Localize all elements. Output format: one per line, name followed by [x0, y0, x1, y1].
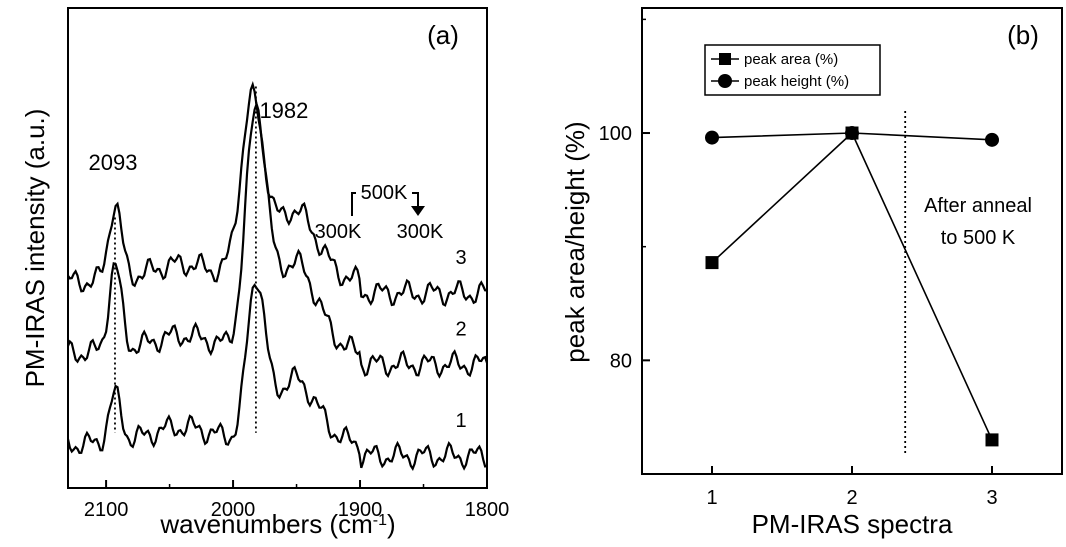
spectrum-label-1: 1 [455, 410, 466, 432]
panel-a-x-axis-label: wavenumbers (cm-1) [159, 509, 395, 539]
peak-label-2093: 2093 [89, 150, 138, 175]
panel-b: (b) 1 2 3 80 100 After anneal to 500 K peak … [560, 7, 1063, 539]
area-point-3 [985, 433, 999, 447]
inset-left-label: 300K [315, 221, 362, 243]
x-tick-label-1800: 1800 [465, 499, 510, 521]
panel-b-x-axis-label: PM-IRAS spectra [752, 509, 953, 539]
panel-a-x-ticks: 2100 2000 1900 1800 [84, 480, 509, 521]
panel-a-frame [67, 7, 488, 489]
inset-label-bg [356, 180, 412, 202]
x-tick-label-1900: 1900 [338, 499, 383, 521]
panel-a-peak-markers: 2093 1982 [89, 86, 308, 433]
spectrum-label-3: 3 [455, 247, 466, 269]
x-tick-label-3: 3 [986, 487, 997, 509]
temperature-inset: 500K 300K 300K [315, 180, 444, 243]
y-tick-label-100: 100 [599, 123, 632, 145]
spectrum-2 [66, 100, 489, 379]
panel-a-letter: (a) [427, 20, 459, 50]
panel-a-series: 1 2 3 [66, 81, 489, 471]
panel-a: (a) 2100 2000 1900 1800 1 2 3 2093 1982 500K 3… [20, 7, 509, 539]
height-point-1 [705, 130, 719, 145]
series-line-area [711, 131, 993, 441]
anneal-annotation: After anneal to 500 K [924, 195, 1032, 249]
legend-label-height: peak height (%) [744, 73, 849, 90]
x-tick-label-1: 1 [706, 487, 717, 509]
height-point-3 [985, 132, 999, 147]
legend-box [704, 44, 881, 96]
spectrum-3 [67, 81, 488, 307]
legend: peak area (%) peak height (%) [704, 44, 881, 96]
inset-arrowhead [411, 206, 425, 216]
legend-marker-square [719, 53, 731, 65]
area-point-1 [705, 256, 719, 270]
height-point-2 [845, 126, 859, 141]
legend-label-area: peak area (%) [744, 51, 838, 68]
inset-right-label: 300K [397, 221, 444, 243]
legend-marker-circle [718, 74, 732, 88]
panel-b-ticks: 1 2 3 80 100 [599, 18, 998, 509]
annotation-line-2: to 500 K [941, 227, 1016, 249]
peak-label-1982: 1982 [259, 98, 308, 123]
panel-a-y-axis-label: PM-IRAS intensity (a.u.) [20, 109, 50, 388]
annotation-line-1: After anneal [924, 195, 1032, 217]
panel-b-series [705, 126, 999, 447]
x-tick-label-2100: 2100 [84, 499, 129, 521]
y-tick-label-80: 80 [610, 350, 632, 372]
x-tick-label-2000: 2000 [211, 499, 256, 521]
panel-b-y-axis-label: peak area/height (%) [560, 121, 590, 362]
spectrum-1 [66, 283, 488, 471]
panel-b-letter: (b) [1007, 20, 1039, 50]
inset-top-label: 500K [361, 182, 408, 204]
spectrum-label-2: 2 [455, 318, 466, 340]
x-tick-label-2: 2 [846, 487, 857, 509]
